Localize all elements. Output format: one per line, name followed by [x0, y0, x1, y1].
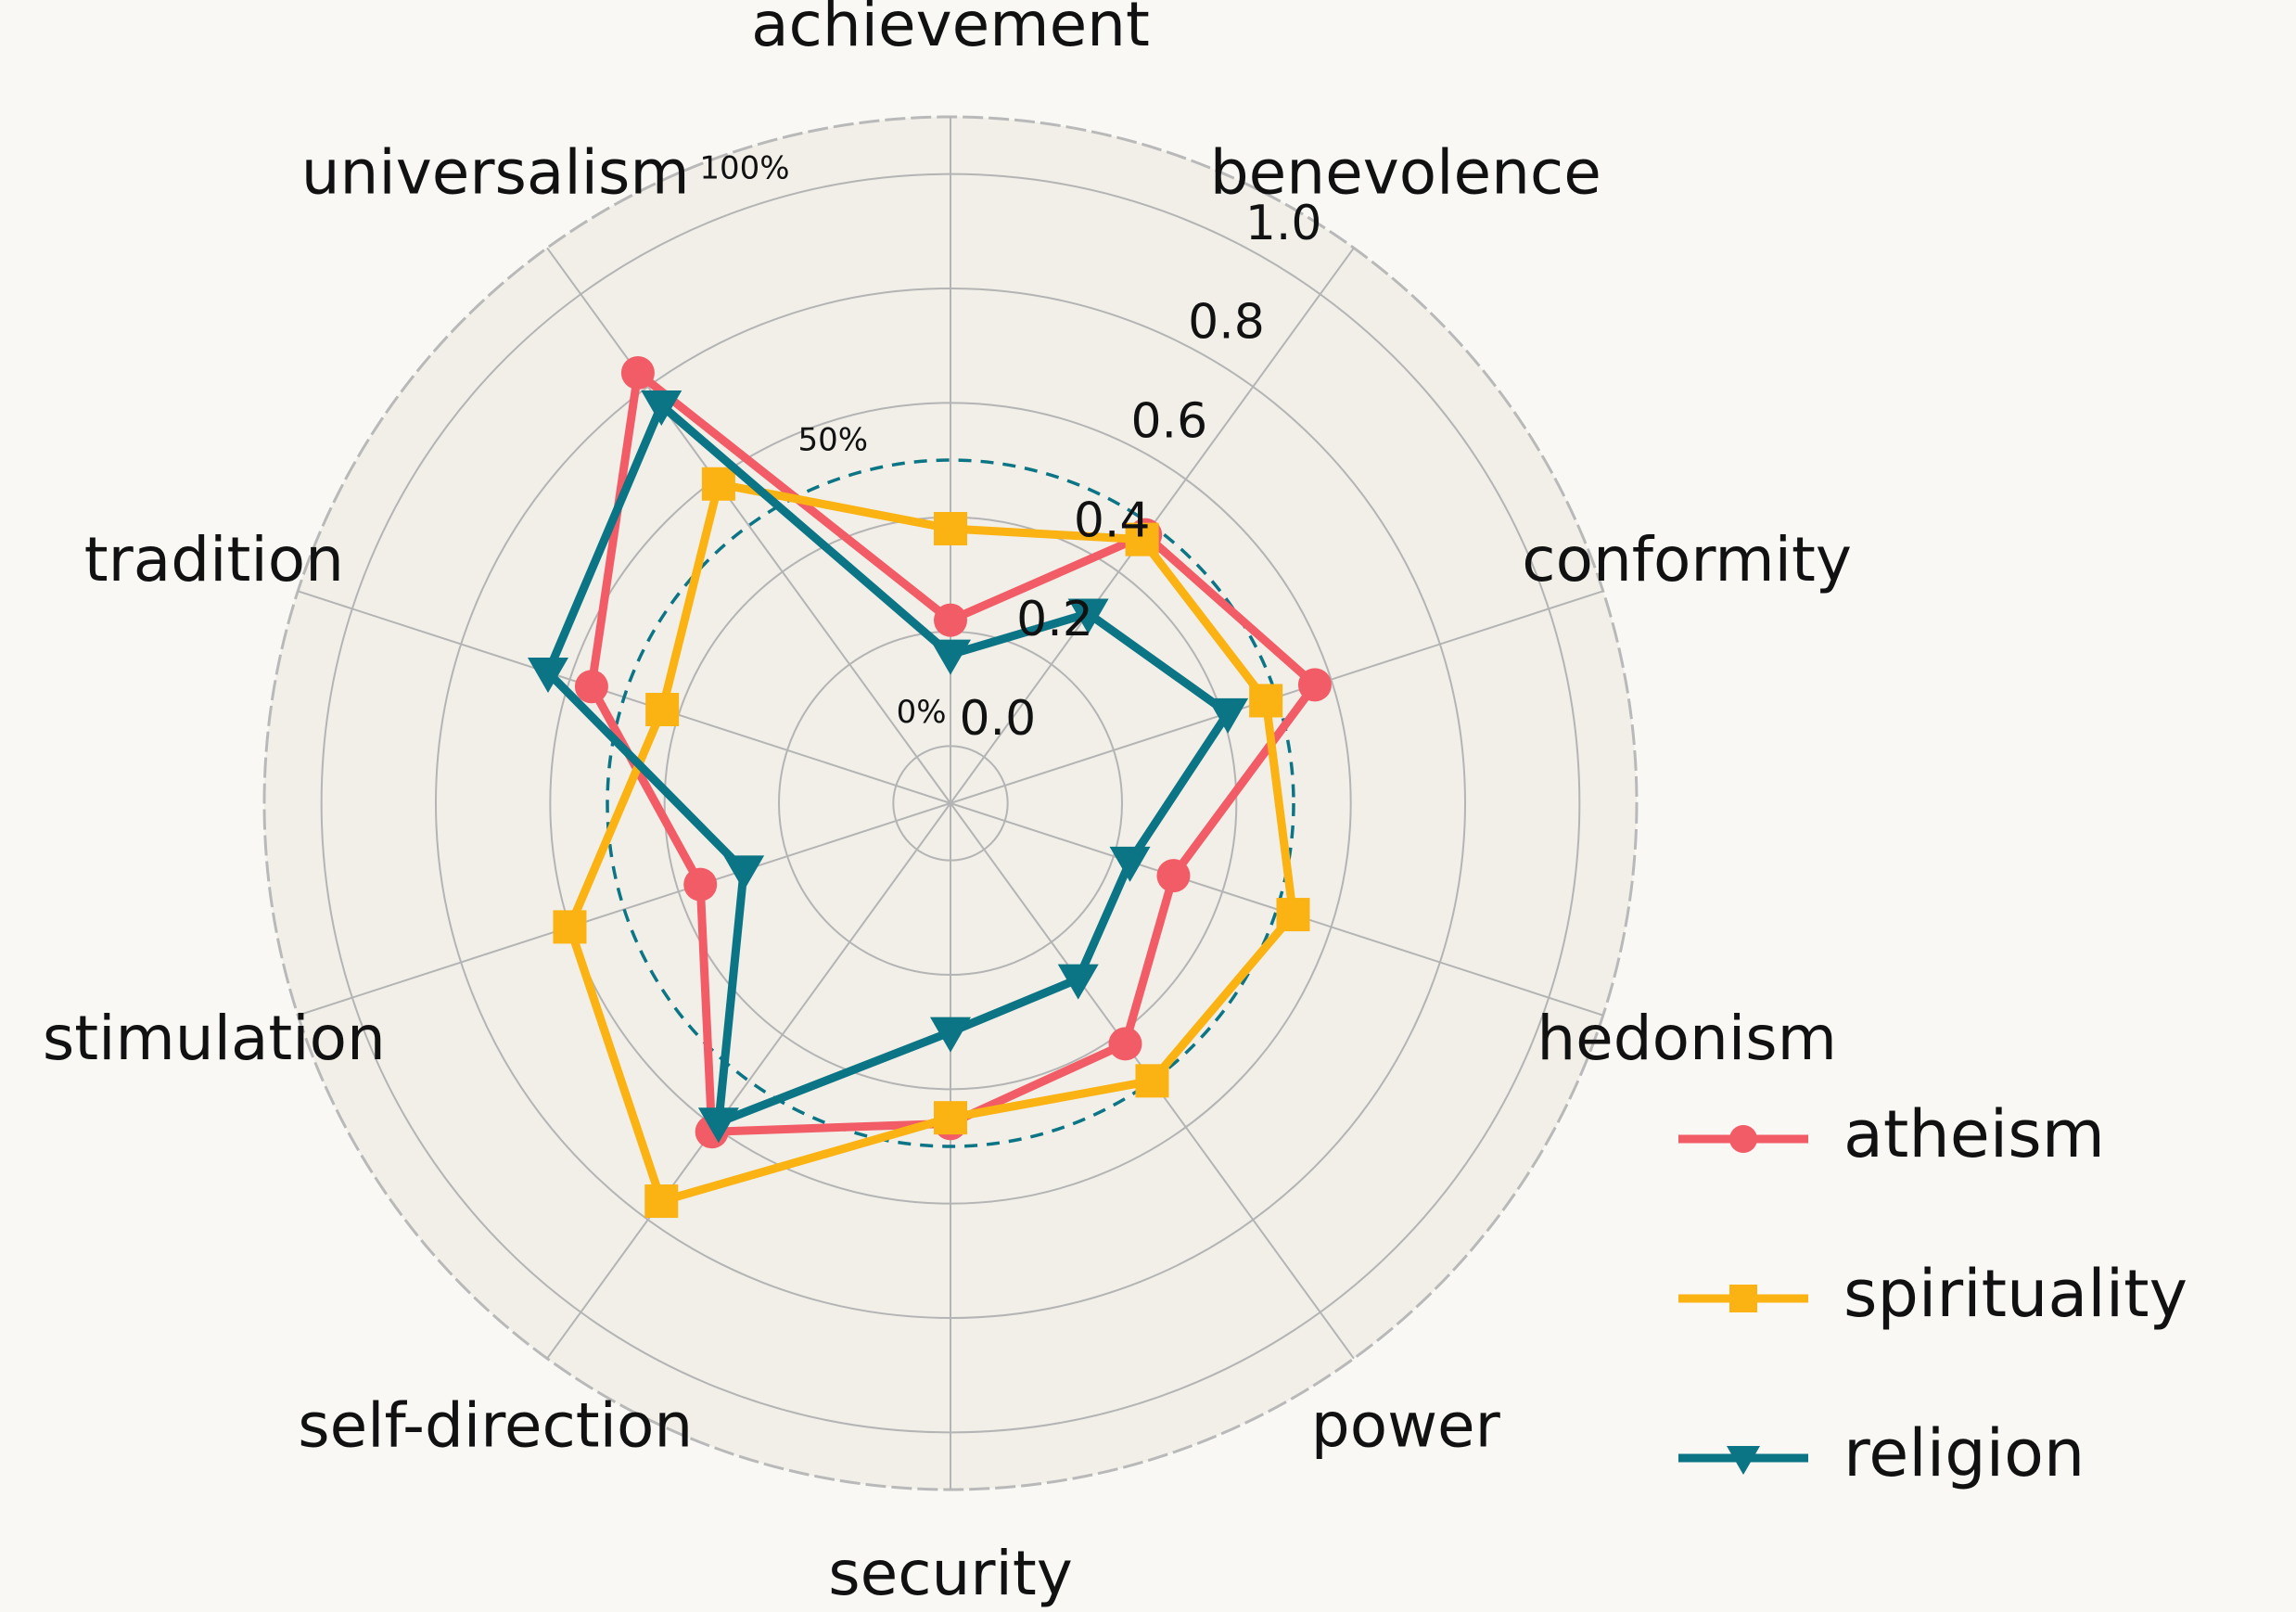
data-point-religion-stimulation: [723, 855, 765, 891]
data-point-religion-security: [930, 1017, 971, 1053]
percent-label: 0%: [897, 694, 947, 731]
radial-tick-label: 0.8: [1188, 295, 1265, 351]
data-point-atheism-stimulation: [683, 867, 718, 902]
data-point-religion-achievement: [930, 639, 971, 675]
radial-tick-label: 0.2: [1016, 592, 1093, 647]
data-point-atheism-power: [1108, 1027, 1142, 1061]
data-point-spirituality-universalism: [701, 467, 735, 501]
axis-label-benevolence: benevolence: [1210, 137, 1601, 209]
axis-label-achievement: achievement: [751, 0, 1150, 60]
data-point-religion-conformity: [1207, 697, 1249, 734]
axis-label-universalism: universalism: [301, 137, 690, 209]
data-point-spirituality-security: [934, 1101, 967, 1135]
data-point-atheism-tradition: [574, 670, 608, 704]
legend-marker-spirituality: [1729, 1285, 1757, 1312]
data-point-spirituality-self-direction: [644, 1184, 679, 1219]
data-point-spirituality-benevolence: [1125, 522, 1159, 557]
data-point-spirituality-hedonism: [1276, 898, 1310, 932]
legend-label-spirituality: spirituality: [1843, 1256, 2188, 1332]
legend-label-religion: religion: [1843, 1415, 2085, 1491]
data-point-atheism-universalism: [620, 356, 655, 390]
radar-labels: 0.0 0.2 0.4 0.6 0.8 1.0 0% 50% 100% achievement be…: [43, 0, 1852, 1609]
data-point-religion-hedonism: [1109, 846, 1151, 882]
axis-label-self-direction: self-direction: [298, 1390, 693, 1462]
legend-marker-atheism: [1729, 1125, 1757, 1153]
radial-tick-label: 1.0: [1245, 196, 1322, 251]
axis-label-hedonism: hedonism: [1537, 1003, 1837, 1074]
radial-tick-label: 0.6: [1130, 394, 1207, 450]
data-point-religion-self-direction: [697, 1107, 739, 1144]
legend: atheism spirituality religion: [1678, 1096, 2188, 1491]
data-point-atheism-conformity: [1297, 668, 1332, 702]
axis-label-tradition: tradition: [84, 524, 344, 595]
percent-label: 100%: [699, 149, 789, 186]
axis-label-conformity: conformity: [1522, 524, 1852, 595]
data-point-spirituality-achievement: [934, 512, 967, 545]
axis-label-security: security: [828, 1538, 1073, 1609]
axis-spoke: [546, 802, 951, 1360]
data-point-spirituality-tradition: [645, 693, 680, 727]
reference-circle: [606, 458, 1295, 1148]
data-point-religion-power: [1057, 964, 1099, 1000]
data-point-spirituality-power: [1135, 1064, 1169, 1098]
data-point-spirituality-stimulation: [553, 910, 587, 944]
data-point-religion-benevolence: [1067, 598, 1109, 634]
radar-series: [528, 356, 1332, 1219]
radial-tick-label: 0.4: [1074, 493, 1151, 548]
axis-spoke: [546, 247, 951, 804]
data-point-atheism-achievement: [934, 603, 967, 637]
percent-label: 50%: [798, 422, 869, 459]
data-point-religion-universalism: [641, 390, 682, 426]
radial-tick-label: 0.0: [959, 691, 1036, 747]
axis-label-power: power: [1311, 1390, 1501, 1462]
data-point-spirituality-conformity: [1249, 684, 1283, 718]
data-point-atheism-hedonism: [1156, 859, 1191, 893]
legend-label-atheism: atheism: [1843, 1096, 2105, 1172]
data-point-religion-tradition: [528, 657, 569, 693]
radar-grid: [262, 115, 1639, 1491]
axis-label-stimulation: stimulation: [43, 1003, 386, 1074]
legend-marker-religion: [1727, 1446, 1760, 1475]
